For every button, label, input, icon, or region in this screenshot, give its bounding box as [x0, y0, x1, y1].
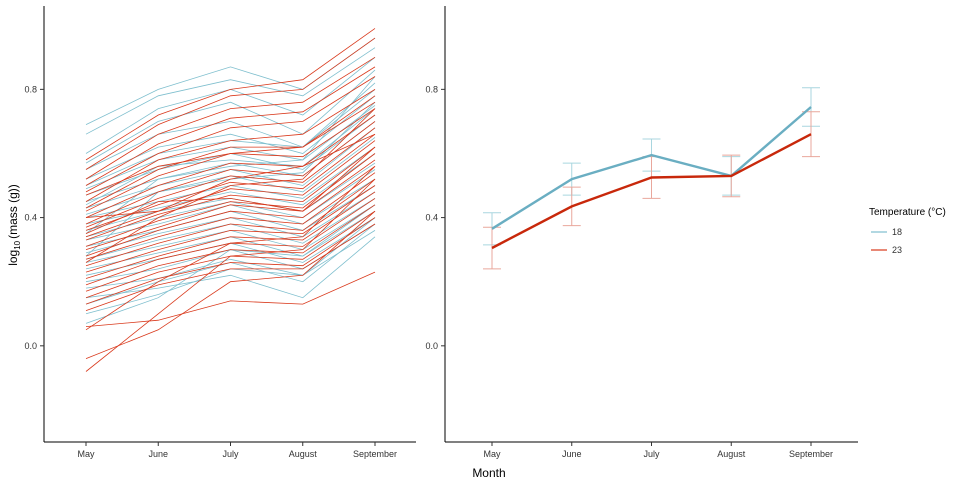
legend-label-18: 18 [892, 227, 902, 237]
trajectory-23-6 [85, 101, 376, 209]
x-tick-label-left-september: September [353, 449, 397, 459]
trajectory-23-0 [85, 28, 376, 161]
trajectory-23-27 [85, 210, 376, 359]
trajectory-23-20 [85, 191, 376, 279]
legend: Temperature (°C) 18 23 [869, 207, 946, 255]
trajectory-18-2 [85, 56, 376, 154]
trajectory-23-32 [85, 133, 376, 218]
legend-title: Temperature (°C) [869, 207, 946, 218]
trajectory-18-4 [85, 89, 376, 170]
x-axis-title: Month [472, 466, 505, 480]
mean-line-18 [491, 106, 812, 230]
trajectory-23-26 [85, 271, 376, 327]
x-tick-label-right-july: July [643, 449, 660, 459]
mean-line-23 [491, 133, 812, 250]
trajectory-18-24 [85, 236, 376, 299]
x-tick-label-left-august: August [289, 449, 318, 459]
trajectory-23-19 [85, 185, 376, 273]
y-tick-label-left-0: 0.0 [24, 341, 37, 351]
trajectory-18-23 [85, 230, 376, 289]
x-tick-label-right-june: June [562, 449, 582, 459]
legend-label-23: 23 [892, 245, 902, 255]
x-tick-label-left-june: June [148, 449, 168, 459]
trajectory-23-1 [85, 37, 376, 170]
trajectory-23-31 [85, 146, 376, 234]
trajectory-23-10 [85, 127, 376, 228]
trajectory-23-17 [85, 172, 376, 260]
trajectory-23-15 [85, 159, 376, 250]
trajectory-23-8 [85, 114, 376, 218]
y-axis-title: log10(mass (g)) [6, 184, 22, 266]
panel-mean-trajectories: 0.0 0.4 0.8 May June July August September [425, 6, 858, 459]
trajectory-23-16 [85, 165, 376, 257]
trajectory-18-1 [85, 47, 376, 135]
trajectory-23-14 [85, 153, 376, 247]
trajectory-23-12 [85, 140, 376, 238]
x-tick-label-right-september: September [789, 449, 833, 459]
trajectory-23-33 [85, 95, 376, 196]
x-tick-label-right-august: August [717, 449, 746, 459]
trajectory-18-3 [85, 69, 376, 164]
trajectory-23-2 [85, 56, 376, 180]
y-tick-label-right-0: 0.0 [425, 341, 438, 351]
trajectory-23-4 [85, 76, 376, 193]
trajectory-18-9 [85, 127, 376, 209]
y-tick-label-right-1: 0.4 [425, 213, 438, 223]
x-tick-label-left-july: July [222, 449, 239, 459]
trajectory-23-3 [85, 66, 376, 186]
trajectory-18-27 [85, 204, 376, 324]
panel-individual-trajectories: 0.0 0.4 0.8 May June July August September [24, 6, 416, 459]
trajectory-23-5 [85, 89, 376, 202]
trajectory-23-28 [85, 178, 376, 372]
x-tick-label-left-may: May [77, 449, 95, 459]
y-tick-label-left-2: 0.8 [24, 84, 37, 94]
trajectory-23-13 [85, 146, 376, 241]
trajectory-23-24 [85, 217, 376, 305]
trajectory-23-29 [85, 166, 376, 331]
trajectory-23-9 [85, 121, 376, 225]
y-tick-label-left-1: 0.4 [24, 213, 37, 223]
trajectory-18-31 [85, 108, 376, 206]
trajectory-23-22 [85, 204, 376, 292]
x-tick-label-right-may: May [483, 449, 501, 459]
y-tick-label-right-2: 0.8 [425, 84, 438, 94]
